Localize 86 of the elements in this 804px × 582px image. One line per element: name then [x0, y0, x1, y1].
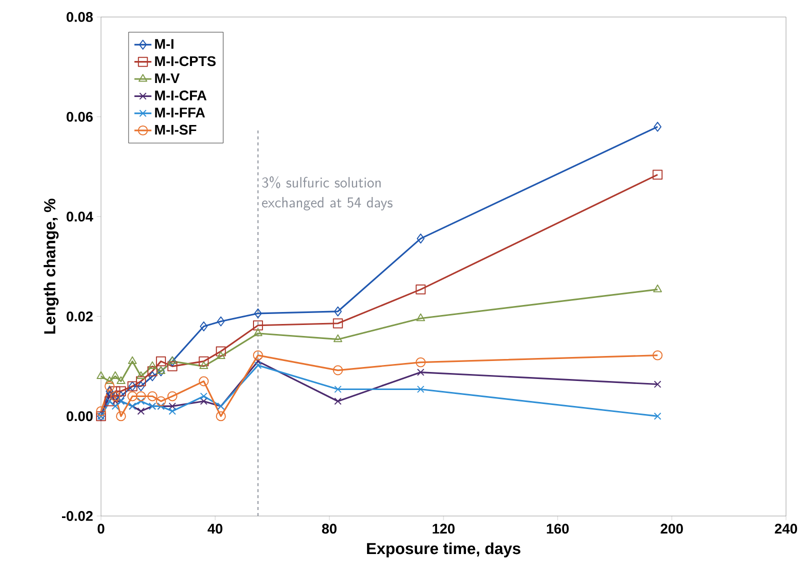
- point: [416, 284, 426, 294]
- point: [147, 366, 158, 376]
- point: [417, 368, 424, 376]
- point: [654, 380, 662, 388]
- point: [416, 234, 425, 244]
- ref-line-label: 3% sulfuric solution exchanged at 54 days: [262, 176, 392, 210]
- point: [200, 398, 208, 405]
- point: [116, 411, 126, 422]
- point: [156, 356, 166, 366]
- point: [254, 362, 262, 369]
- point: [127, 391, 138, 402]
- x-axis-title: Exposure time, days: [367, 542, 520, 558]
- point: [137, 398, 145, 405]
- point: [112, 402, 119, 410]
- point: [148, 371, 156, 382]
- point: [253, 350, 263, 360]
- point: [199, 361, 208, 370]
- point: [654, 412, 662, 420]
- point: [168, 402, 176, 410]
- point: [110, 386, 120, 396]
- legend-label: M-V: [155, 73, 180, 84]
- point: [104, 381, 115, 392]
- y-tick-label: 0.04: [66, 212, 94, 222]
- point: [96, 371, 106, 380]
- point: [254, 328, 262, 336]
- point: [156, 396, 166, 406]
- point: [116, 376, 126, 384]
- point: [106, 386, 114, 396]
- legend-label: M-I-FFA: [155, 108, 205, 118]
- point: [334, 334, 342, 342]
- point: [198, 376, 209, 386]
- point: [168, 408, 176, 415]
- y-tick-label: 0.02: [66, 311, 93, 322]
- point: [334, 306, 342, 316]
- x-tick-label: 40: [208, 524, 222, 534]
- point: [116, 386, 126, 396]
- point: [137, 381, 145, 392]
- point: [136, 376, 146, 386]
- y-tick-label: 0.08: [66, 12, 93, 22]
- point: [216, 411, 226, 422]
- point: [136, 391, 146, 402]
- y-tick-label: 0.00: [66, 411, 93, 422]
- y-tick-label: -0.02: [62, 511, 93, 521]
- point: [217, 316, 225, 326]
- point: [253, 320, 263, 330]
- point: [198, 356, 209, 366]
- legend-label: M-I: [155, 39, 174, 49]
- x-tick-label: 120: [432, 524, 455, 534]
- point: [417, 386, 424, 393]
- point: [96, 406, 106, 416]
- point: [334, 398, 342, 405]
- point: [106, 392, 114, 400]
- point: [200, 321, 208, 332]
- point: [332, 318, 343, 328]
- point: [148, 361, 157, 370]
- point: [137, 408, 145, 415]
- point: [117, 391, 125, 402]
- x-tick-label: 240: [774, 524, 798, 534]
- point: [416, 313, 426, 322]
- x-tick-label: 200: [660, 524, 683, 534]
- point: [136, 371, 146, 380]
- point: [254, 308, 262, 318]
- y-axis-title: Length change, %: [44, 198, 59, 334]
- point: [216, 351, 226, 360]
- x-tick-label: 160: [546, 524, 569, 534]
- point: [334, 386, 342, 393]
- point: [654, 122, 662, 132]
- point: [216, 346, 226, 356]
- x-tick-label: 0: [98, 524, 104, 534]
- point: [652, 350, 663, 360]
- point: [110, 371, 120, 380]
- point: [105, 376, 114, 384]
- point: [167, 361, 178, 372]
- legend-label: M-I-SF: [155, 124, 196, 135]
- point: [332, 365, 343, 376]
- point: [200, 392, 208, 400]
- point: [167, 391, 178, 402]
- point: [652, 170, 663, 180]
- legend-label: M-I-CFA: [155, 90, 207, 100]
- y-tick-label: 0.06: [66, 112, 93, 122]
- point: [416, 357, 426, 368]
- legend-label: M-I-CPTS: [155, 56, 216, 66]
- point: [147, 391, 158, 402]
- point: [128, 356, 137, 364]
- x-tick-label: 80: [322, 524, 337, 534]
- point: [653, 284, 662, 292]
